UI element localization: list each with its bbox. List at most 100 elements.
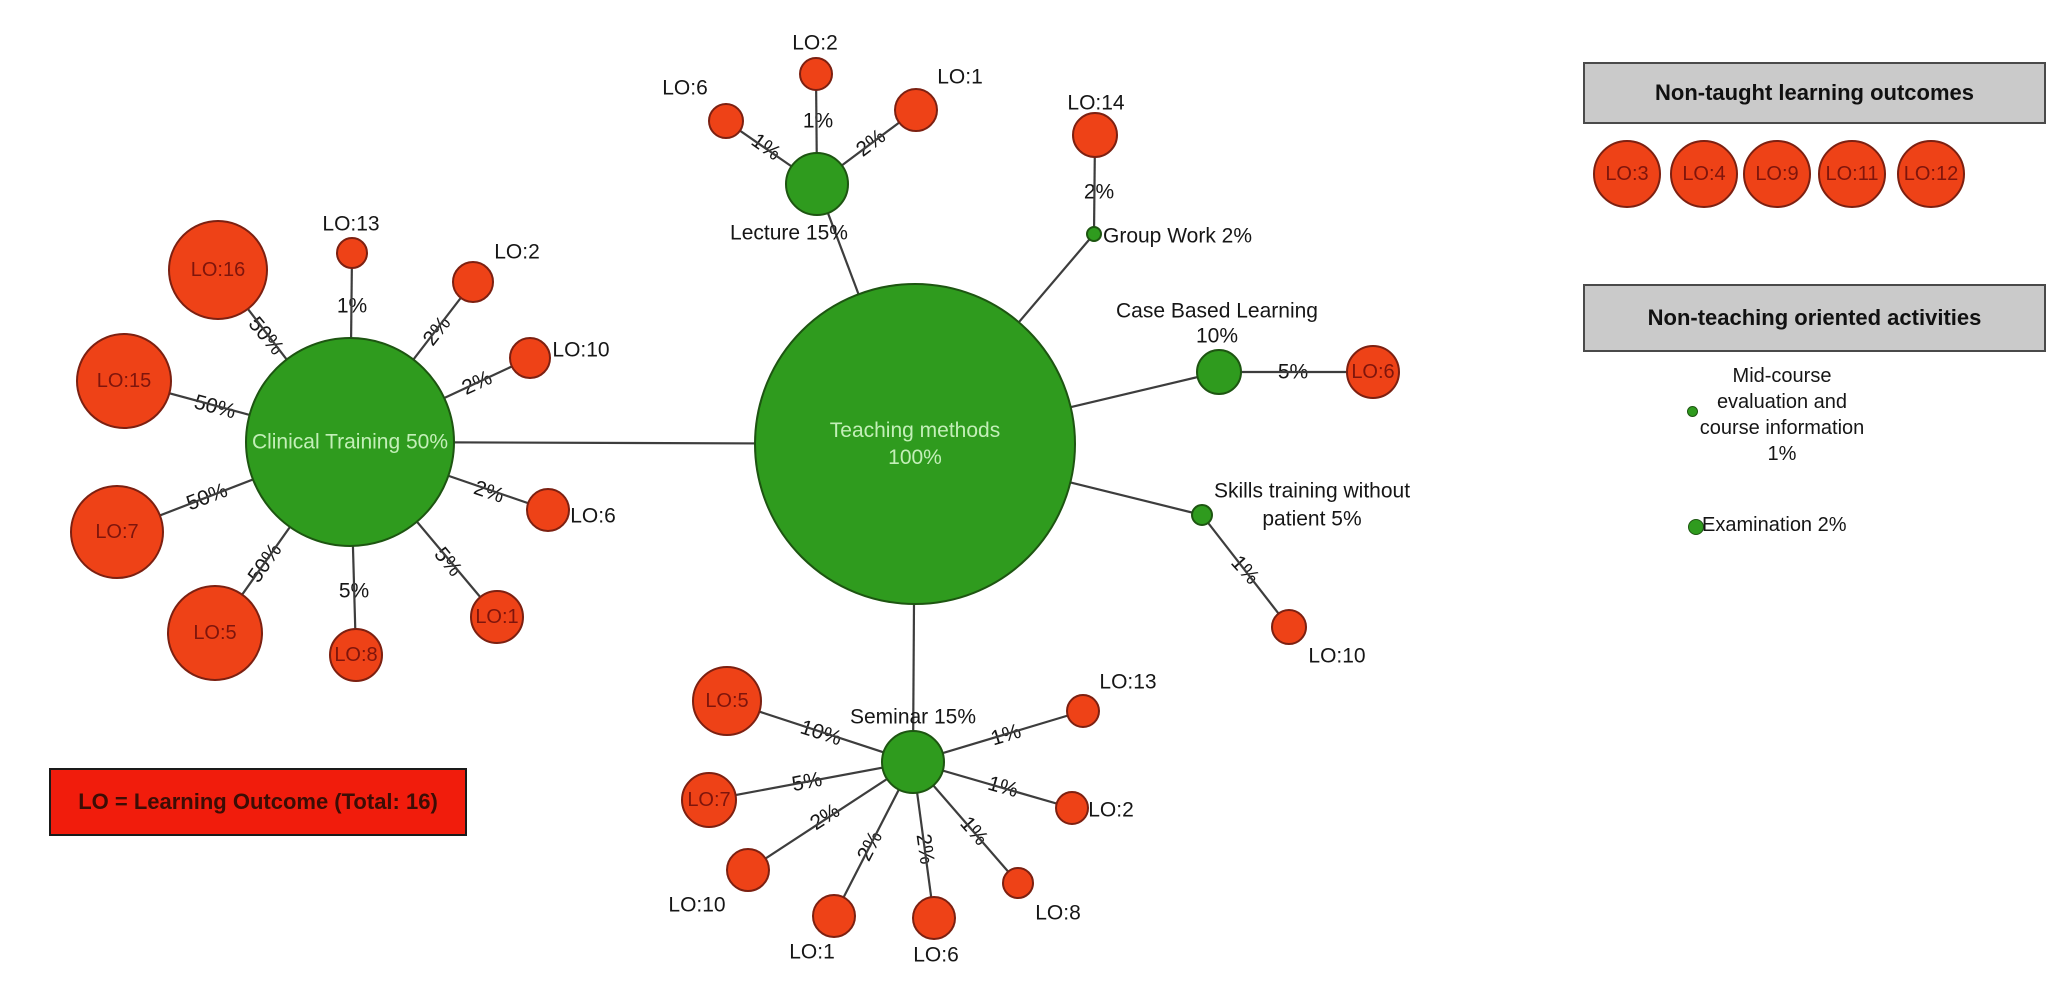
legend-lo4-circle: LO:4 — [1670, 140, 1738, 208]
node-label-casebased: Case Based Learning 10% — [1116, 300, 1318, 348]
node-label-skills-line1: patient 5% — [1262, 508, 1361, 531]
node-label-clinical-line0: Clinical Training 50% — [252, 431, 448, 454]
edge-seminar-lo7-sem — [708, 760, 914, 802]
node-lo5-cl — [167, 585, 263, 681]
node-lo13-sem — [1066, 694, 1100, 728]
node-label-lo7-cl-line0: LO:7 — [95, 521, 138, 543]
node-label-lo6-lec-line0: LO:6 — [662, 77, 708, 100]
node-lo6-sem — [912, 896, 956, 940]
node-label-lo13-sem-line0: LO:13 — [1099, 671, 1156, 694]
node-label-lo6-cl: LO:6 — [570, 505, 616, 528]
node-casebased — [1196, 349, 1242, 395]
node-label-teaching: Teaching methods 100% — [830, 419, 1000, 469]
examination-label: Examination 2% — [1702, 514, 1847, 536]
node-label-lo10-sk: LO:10 — [1308, 645, 1365, 668]
node-lo1-lec — [894, 88, 938, 132]
node-label-lecture-line0: Lecture 15% — [730, 222, 848, 245]
node-label-lo1-cl-line0: LO:1 — [475, 606, 518, 628]
node-label-lo7-sem-line0: LO:7 — [687, 789, 730, 811]
node-label-lo10-sem-line0: LO:10 — [668, 894, 725, 917]
node-label-lo1-cl: LO:1 — [475, 606, 518, 628]
node-labels: Teaching methods 100% Clinical Training 50… — [95, 32, 1410, 967]
legend-lo4-label: LO:4 — [1682, 162, 1726, 185]
node-lo13-cl — [336, 237, 368, 269]
node-label-lo13-sem: LO:13 — [1099, 671, 1156, 694]
node-label-lo5-cl-line0: LO:5 — [193, 622, 236, 644]
node-lo2-sem — [1055, 791, 1089, 825]
node-lo1-cl — [470, 590, 524, 644]
node-label-lo8-sem-line0: LO:8 — [1035, 902, 1081, 925]
node-label-lo1-lec: LO:1 — [937, 66, 983, 89]
node-label-lo2-lec: LO:2 — [792, 32, 838, 55]
edge-seminar-lo10-sem — [747, 761, 914, 871]
node-label-lo13-cl-line0: LO:13 — [322, 213, 379, 236]
node-label-skills: Skills training without patient 5% — [1214, 480, 1410, 531]
node-label-lo16-cl-line0: LO:16 — [191, 259, 245, 281]
legend-non-teaching-title: Non-teaching oriented activities — [1647, 305, 1982, 330]
lo-key-label: LO = Learning Outcome (Total: 16) — [78, 789, 438, 814]
node-lo8-cl — [329, 628, 383, 682]
node-label-lo1-sem-line0: LO:1 — [789, 941, 835, 964]
node-lo10-sk — [1271, 609, 1307, 645]
node-label-lo2-sem-line0: LO:2 — [1088, 799, 1134, 822]
node-label-lo2-sem: LO:2 — [1088, 799, 1134, 822]
node-label-lo10-cl: LO:10 — [552, 339, 609, 362]
node-label-casebased-line0: Case Based Learning — [1116, 300, 1318, 323]
node-label-lo5-sem: LO:5 — [705, 690, 748, 712]
midcourse-line4: 1% — [1767, 443, 1797, 465]
node-seminar — [881, 730, 945, 794]
node-label-lo10-sk-line0: LO:10 — [1308, 645, 1365, 668]
legend-lo9-circle: LO:9 — [1743, 140, 1811, 208]
midcourse-line1: Mid-course — [1732, 365, 1832, 387]
nodes — [70, 57, 1400, 940]
legend-lo3-label: LO:3 — [1605, 162, 1649, 185]
legend-non-taught-header: Non-taught learning outcomes — [1583, 62, 2046, 124]
node-label-lo8-cl-line0: LO:8 — [334, 644, 377, 666]
node-lo2-lec — [799, 57, 833, 91]
node-label-lo7-sem: LO:7 — [687, 789, 730, 811]
midcourse-label: Mid-course evaluation and course informa… — [1672, 363, 1892, 467]
node-lo6-lec — [708, 103, 744, 139]
node-lo1-sem — [812, 894, 856, 938]
legend-lo3-circle: LO:3 — [1593, 140, 1661, 208]
examination-dot — [1688, 519, 1704, 535]
edge-label-lecture-lo2-lec: 1% — [803, 110, 833, 133]
node-label-lo15-cl-line0: LO:15 — [97, 370, 151, 392]
edge-label-lecture-lo6-lec: 1% — [747, 129, 785, 165]
node-lo5-sem — [692, 666, 762, 736]
legend-lo11-circle: LO:11 — [1818, 140, 1886, 208]
node-lo7-cl — [70, 485, 164, 579]
node-label-lo2-lec-line0: LO:2 — [792, 32, 838, 55]
node-label-clinical: Clinical Training 50% — [252, 431, 448, 454]
node-label-lo6-sem: LO:6 — [913, 944, 959, 967]
node-label-lo1-sem: LO:1 — [789, 941, 835, 964]
edge-label-clinical-lo6-cl: 2% — [471, 476, 507, 508]
node-label-lo2-cl-line0: LO:2 — [494, 241, 540, 264]
node-label-lo2-cl: LO:2 — [494, 241, 540, 264]
node-lo6-cl — [526, 488, 570, 532]
node-skills — [1191, 504, 1213, 526]
node-groupwork — [1086, 226, 1102, 242]
node-label-lo8-cl: LO:8 — [334, 644, 377, 666]
node-lo8-sem — [1002, 867, 1034, 899]
node-label-lo14-line0: LO:14 — [1067, 92, 1125, 115]
node-label-lo15-cl: LO:15 — [97, 370, 151, 392]
node-label-lo7-cl: LO:7 — [95, 521, 138, 543]
legend-lo9-label: LO:9 — [1755, 162, 1799, 185]
legend-lo12-circle: LO:12 — [1897, 140, 1965, 208]
node-teaching — [754, 283, 1076, 605]
node-lo15-cl — [76, 333, 172, 429]
node-lo16-cl — [168, 220, 268, 320]
node-label-lo14: LO:14 — [1067, 92, 1125, 115]
legend-lo12-label: LO:12 — [1903, 162, 1959, 185]
node-lo2-cl — [452, 261, 494, 303]
edge-skills-lo10-sk — [1201, 514, 1290, 628]
node-label-lo6-cl-line0: LO:6 — [570, 505, 616, 528]
node-label-groupwork-line0: Group Work 2% — [1103, 225, 1252, 248]
edge-label-clinical-lo15-cl: 50% — [192, 390, 239, 423]
edge-label-groupwork-lo14: 2% — [1084, 181, 1114, 204]
node-label-teaching-line0: Teaching methods — [830, 419, 1000, 442]
node-lo10-sem — [726, 848, 770, 892]
node-label-lo5-sem-line0: LO:5 — [705, 690, 748, 712]
node-label-lo6-cb-line0: LO:6 — [1351, 361, 1394, 383]
